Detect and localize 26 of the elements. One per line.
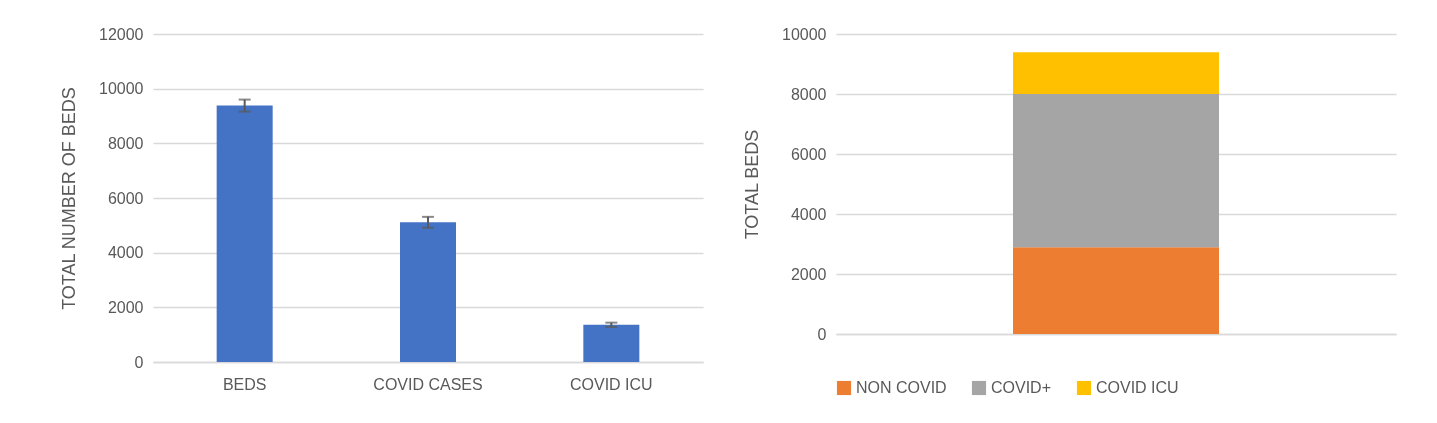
x-tick-label: BEDS	[222, 375, 267, 393]
legend-label: COVID+	[991, 379, 1052, 396]
y-tick-label: 0	[134, 353, 144, 371]
y-axis-title: TOTAL BEDS	[742, 129, 763, 240]
bar	[400, 222, 456, 362]
bar	[583, 324, 640, 362]
y-tick-label: 6000	[790, 145, 827, 163]
y-tick-label: 8000	[107, 134, 144, 152]
y-tick-label: 4000	[790, 205, 827, 223]
y-tick-label: 0	[817, 325, 827, 343]
bar	[1013, 52, 1219, 94]
y-tick-label: 10000	[782, 25, 827, 43]
y-tick-label: 10000	[99, 80, 144, 98]
y-tick-label: 2000	[107, 298, 144, 316]
bar	[1013, 94, 1219, 248]
bar	[216, 105, 273, 362]
y-tick-label: 2000	[790, 265, 827, 283]
y-axis-title: TOTAL NUMBER OF BEDS	[59, 87, 80, 310]
y-tick-label: 12000	[99, 25, 144, 43]
y-tick-label: 8000	[790, 85, 827, 103]
legend-label: NON COVID	[856, 379, 947, 396]
x-tick-label: COVID CASES	[373, 375, 483, 393]
x-tick-label: COVID ICU	[570, 375, 653, 393]
y-tick-label: 4000	[107, 244, 144, 262]
y-tick-label: 6000	[107, 189, 144, 207]
bar	[1013, 247, 1219, 334]
